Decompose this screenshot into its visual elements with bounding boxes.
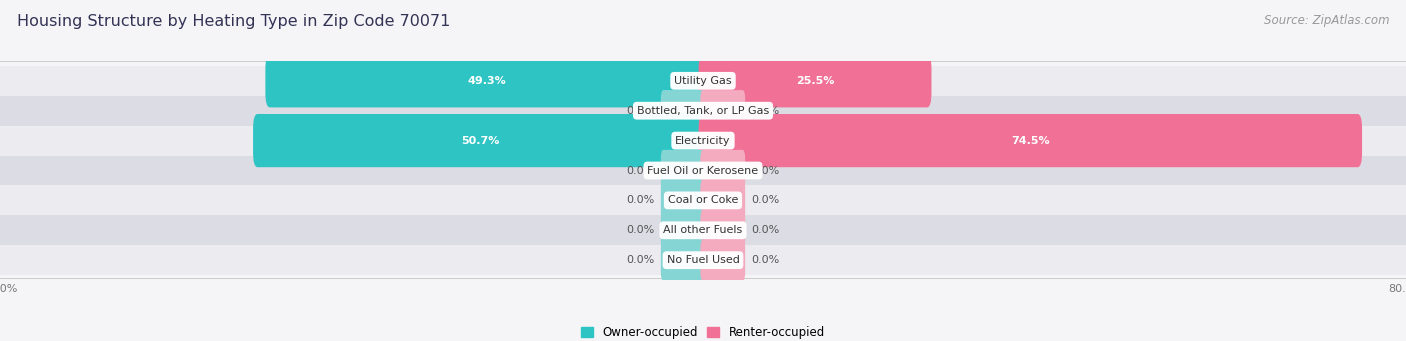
FancyBboxPatch shape — [661, 90, 706, 131]
Text: No Fuel Used: No Fuel Used — [666, 255, 740, 265]
Text: Source: ZipAtlas.com: Source: ZipAtlas.com — [1264, 14, 1389, 27]
Text: 0.0%: 0.0% — [751, 225, 779, 235]
Legend: Owner-occupied, Renter-occupied: Owner-occupied, Renter-occupied — [581, 326, 825, 339]
FancyBboxPatch shape — [661, 180, 706, 221]
FancyBboxPatch shape — [253, 114, 707, 167]
FancyBboxPatch shape — [700, 210, 745, 251]
Text: 0.0%: 0.0% — [627, 255, 655, 265]
Text: 0.0%: 0.0% — [751, 195, 779, 205]
FancyBboxPatch shape — [700, 90, 745, 131]
FancyBboxPatch shape — [699, 54, 932, 107]
FancyBboxPatch shape — [0, 245, 1406, 275]
FancyBboxPatch shape — [0, 186, 1406, 216]
FancyBboxPatch shape — [0, 66, 1406, 96]
FancyBboxPatch shape — [661, 240, 706, 281]
FancyBboxPatch shape — [661, 150, 706, 191]
Text: Electricity: Electricity — [675, 136, 731, 146]
Text: 50.7%: 50.7% — [461, 136, 499, 146]
Text: 0.0%: 0.0% — [627, 165, 655, 176]
Text: 0.0%: 0.0% — [751, 165, 779, 176]
FancyBboxPatch shape — [0, 96, 1406, 125]
Text: Fuel Oil or Kerosene: Fuel Oil or Kerosene — [647, 165, 759, 176]
Text: 49.3%: 49.3% — [467, 76, 506, 86]
Text: Utility Gas: Utility Gas — [675, 76, 731, 86]
Text: 0.0%: 0.0% — [751, 255, 779, 265]
Text: Bottled, Tank, or LP Gas: Bottled, Tank, or LP Gas — [637, 106, 769, 116]
Text: All other Fuels: All other Fuels — [664, 225, 742, 235]
FancyBboxPatch shape — [700, 240, 745, 281]
FancyBboxPatch shape — [266, 54, 707, 107]
Text: 0.0%: 0.0% — [627, 195, 655, 205]
Text: Housing Structure by Heating Type in Zip Code 70071: Housing Structure by Heating Type in Zip… — [17, 14, 450, 29]
FancyBboxPatch shape — [699, 114, 1362, 167]
FancyBboxPatch shape — [661, 210, 706, 251]
FancyBboxPatch shape — [700, 180, 745, 221]
Text: 25.5%: 25.5% — [796, 76, 834, 86]
Text: 0.0%: 0.0% — [627, 225, 655, 235]
FancyBboxPatch shape — [0, 125, 1406, 155]
FancyBboxPatch shape — [700, 150, 745, 191]
Text: Coal or Coke: Coal or Coke — [668, 195, 738, 205]
Text: 0.0%: 0.0% — [751, 106, 779, 116]
FancyBboxPatch shape — [0, 216, 1406, 245]
Text: 0.0%: 0.0% — [627, 106, 655, 116]
Text: 74.5%: 74.5% — [1011, 136, 1050, 146]
FancyBboxPatch shape — [0, 155, 1406, 186]
